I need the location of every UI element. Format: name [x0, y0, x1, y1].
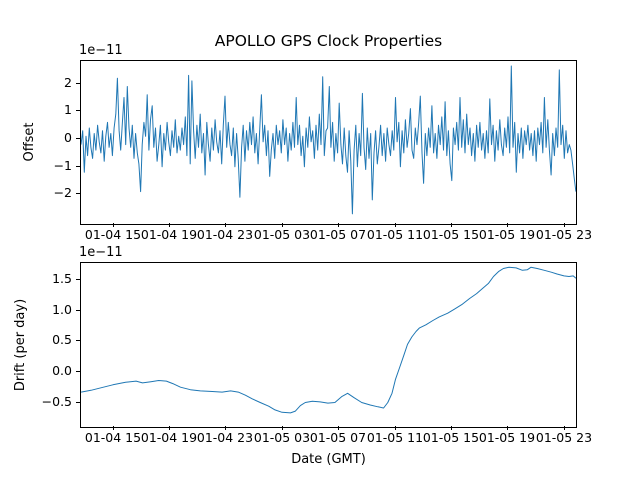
offset-y-tick-mark [76, 166, 80, 167]
offset-x-tick-label: 01-05 19 [478, 227, 536, 242]
drift-x-tick-mark [169, 426, 170, 430]
figure-title: APOLLO GPS Clock Properties [214, 32, 443, 50]
drift-x-tick-mark [113, 426, 114, 430]
drift-y-tick-mark [76, 310, 80, 311]
drift-x-tick-label: 01-05 11 [366, 430, 424, 445]
drift-scale-factor-label: 1e−11 [79, 245, 123, 260]
offset-y-tick-mark [76, 110, 80, 111]
offset-x-tick-label: 01-05 11 [366, 227, 424, 242]
offset-x-tick-label: 01-05 15 [422, 227, 480, 242]
offset-x-tick-mark [282, 223, 283, 227]
drift-x-tick-mark [564, 426, 565, 430]
drift-x-tick-label: 01-05 03 [253, 430, 311, 445]
offset-x-tick-mark [395, 223, 396, 227]
drift-curve-line [81, 266, 576, 414]
offset-x-tick-label: 01-05 07 [309, 227, 367, 242]
drift-y-tick-mark [76, 371, 80, 372]
drift-x-tick-mark [282, 426, 283, 430]
drift-x-tick-label: 01-04 19 [140, 430, 198, 445]
drift-x-tick-label: 01-04 15 [84, 430, 142, 445]
offset-x-tick-mark [338, 223, 339, 227]
offset-y-tick-mark [76, 138, 80, 139]
drift-y-tick-label: 1.5 [52, 271, 72, 286]
drift-x-tick-mark [225, 426, 226, 430]
offset-scale-factor-label: 1e−11 [79, 43, 123, 58]
offset-x-tick-mark [507, 223, 508, 227]
drift-y-tick-mark [76, 279, 80, 280]
drift-x-tick-label: 01-05 19 [478, 430, 536, 445]
offset-plot-area [80, 60, 577, 225]
drift-y-tick-mark [76, 402, 80, 403]
drift-x-tick-label: 01-04 23 [196, 430, 254, 445]
drift-x-tick-mark [395, 426, 396, 430]
drift-x-tick-label: 01-05 23 [535, 430, 593, 445]
offset-y-tick-label: −2 [53, 185, 72, 200]
drift-y-tick-label: −0.5 [41, 394, 72, 409]
drift-y-tick-label: 1.0 [52, 302, 72, 317]
offset-x-tick-label: 01-05 23 [535, 227, 593, 242]
drift-x-tick-label: 01-05 15 [422, 430, 480, 445]
offset-x-tick-mark [225, 223, 226, 227]
offset-y-tick-mark [76, 83, 80, 84]
offset-y-tick-label: 2 [64, 75, 72, 90]
offset-x-tick-mark [113, 223, 114, 227]
offset-x-tick-label: 01-04 15 [84, 227, 142, 242]
drift-x-tick-mark [451, 426, 452, 430]
offset-x-tick-mark [451, 223, 452, 227]
offset-series-svg [81, 65, 576, 215]
offset-y-tick-mark [76, 193, 80, 194]
offset-y-tick-label: −1 [53, 158, 72, 173]
drift-y-tick-label: 0.5 [52, 332, 72, 347]
offset-x-tick-label: 01-05 03 [253, 227, 311, 242]
offset-y-tick-label: 0 [64, 130, 72, 145]
drift-x-tick-mark [507, 426, 508, 430]
offset-x-tick-label: 01-04 23 [196, 227, 254, 242]
drift-x-tick-label: 01-05 07 [309, 430, 367, 445]
drift-series-svg [81, 266, 576, 414]
offset-noise-line [81, 65, 576, 215]
x-axis-label: Date (GMT) [291, 452, 366, 467]
offset-x-tick-label: 01-04 19 [140, 227, 198, 242]
offset-x-tick-mark [169, 223, 170, 227]
drift-plot-area [80, 262, 577, 428]
drift-y-tick-mark [76, 340, 80, 341]
drift-x-tick-mark [338, 426, 339, 430]
drift-y-tick-label: 0.0 [52, 363, 72, 378]
offset-x-tick-mark [564, 223, 565, 227]
offset-y-tick-label: 1 [64, 102, 72, 117]
